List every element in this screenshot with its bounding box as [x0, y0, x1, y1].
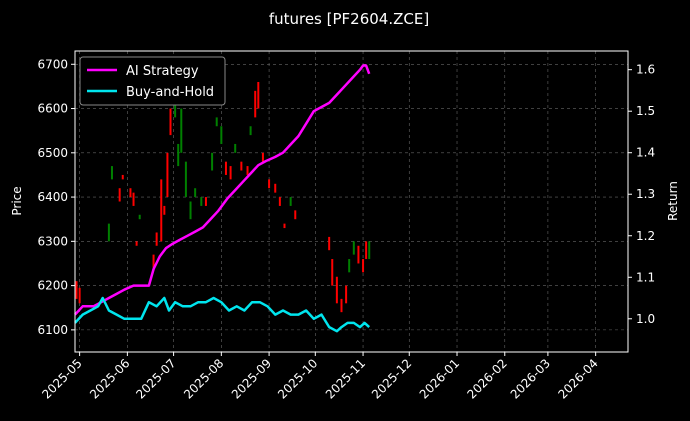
candle	[189, 201, 192, 220]
candle	[194, 188, 197, 198]
y-tick-label: 6300	[37, 234, 68, 248]
x-tick-label: 2025-11	[323, 356, 368, 401]
candle	[169, 108, 172, 136]
candle	[289, 197, 292, 206]
x-tick-label: 2026-01	[417, 356, 462, 401]
candle	[368, 241, 371, 260]
series-line-ai-strategy	[74, 64, 371, 316]
x-tick-label: 2026-04	[555, 356, 600, 401]
candle	[78, 287, 81, 304]
candle	[180, 108, 183, 153]
return-lines	[74, 64, 371, 333]
candle	[268, 179, 271, 189]
price-candles	[75, 81, 371, 313]
y2-tick-label: 1.2	[636, 229, 655, 243]
candle	[249, 126, 252, 136]
candle	[132, 192, 135, 206]
candle	[200, 197, 203, 206]
candle	[177, 143, 180, 167]
y2-axis-label: Return	[666, 181, 680, 221]
legend-label-buy-and-hold: Buy-and-Hold	[126, 85, 214, 100]
y2-tick-label: 1.6	[636, 63, 655, 77]
candle	[294, 210, 297, 220]
candle	[357, 245, 360, 264]
legend-label-ai-strategy: AI Strategy	[126, 64, 199, 79]
candle	[331, 259, 334, 286]
y-axis-return: 1.0 1.1 1.2 1.3 1.4 1.5 1.6	[628, 63, 655, 326]
candle	[215, 117, 218, 127]
y-tick-label: 6100	[37, 323, 68, 337]
chart-title: futures [PF2604.ZCE]	[269, 10, 429, 28]
y2-tick-label: 1.5	[636, 104, 655, 118]
y-tick-label: 6700	[37, 57, 68, 71]
candle	[110, 166, 113, 180]
candle	[138, 214, 141, 220]
x-tick-label: 2025-08	[181, 356, 226, 401]
x-tick-label: 2026-02	[465, 356, 510, 401]
candle	[220, 126, 223, 144]
y-tick-label: 6400	[37, 190, 68, 204]
candle	[348, 259, 351, 273]
candle	[328, 236, 331, 251]
candle	[211, 152, 214, 171]
candle	[160, 179, 163, 242]
candle	[274, 183, 277, 193]
y-tick-label: 6500	[37, 146, 68, 160]
candle	[362, 259, 365, 273]
candle	[224, 161, 227, 175]
candle	[352, 241, 355, 255]
y2-tick-label: 1.1	[636, 270, 655, 284]
candle	[152, 254, 155, 268]
legend: AI Strategy Buy-and-Hold	[79, 56, 226, 106]
x-tick-label: 2026-03	[508, 356, 553, 401]
y-axis-price: 6100 6200 6300 6400 6500 6600 6700	[37, 57, 75, 337]
candle	[129, 188, 132, 198]
x-axis: 2025-05 2025-06 2025-07 2025-08 2025-09 2025-…	[39, 352, 601, 402]
candle	[257, 81, 260, 109]
candle	[155, 232, 158, 246]
candle	[174, 104, 177, 118]
candle	[283, 223, 286, 229]
candle	[254, 90, 257, 118]
candle	[204, 197, 207, 206]
candle	[135, 241, 138, 246]
candle	[261, 152, 264, 162]
y-axis-label: Price	[10, 186, 24, 215]
candle	[240, 161, 243, 171]
y2-tick-label: 1.0	[636, 312, 655, 326]
series-line-buy-and-hold	[74, 296, 371, 333]
x-tick-label: 2025-12	[369, 356, 414, 401]
y2-tick-label: 1.3	[636, 187, 655, 201]
x-tick-label: 2025-07	[133, 356, 178, 401]
y-tick-label: 6200	[37, 279, 68, 293]
candle	[229, 166, 232, 180]
candle	[184, 161, 187, 198]
candle	[335, 276, 338, 304]
x-tick-label: 2025-10	[275, 356, 320, 401]
y2-tick-label: 1.4	[636, 146, 655, 160]
candle	[118, 188, 121, 202]
candle	[166, 152, 169, 198]
candle	[278, 197, 281, 206]
candle	[75, 281, 78, 299]
candle	[340, 298, 343, 313]
x-tick-label: 2025-05	[39, 356, 84, 401]
candle	[246, 166, 249, 175]
x-tick-label: 2025-06	[87, 356, 132, 401]
x-tick-label: 2025-09	[229, 356, 274, 401]
candle	[345, 285, 348, 304]
candle	[163, 205, 166, 215]
candle	[107, 223, 110, 242]
candle	[365, 241, 368, 260]
candle	[234, 143, 237, 153]
y-tick-label: 6600	[37, 102, 68, 116]
candle	[121, 174, 124, 180]
plot-frame	[74, 50, 629, 353]
